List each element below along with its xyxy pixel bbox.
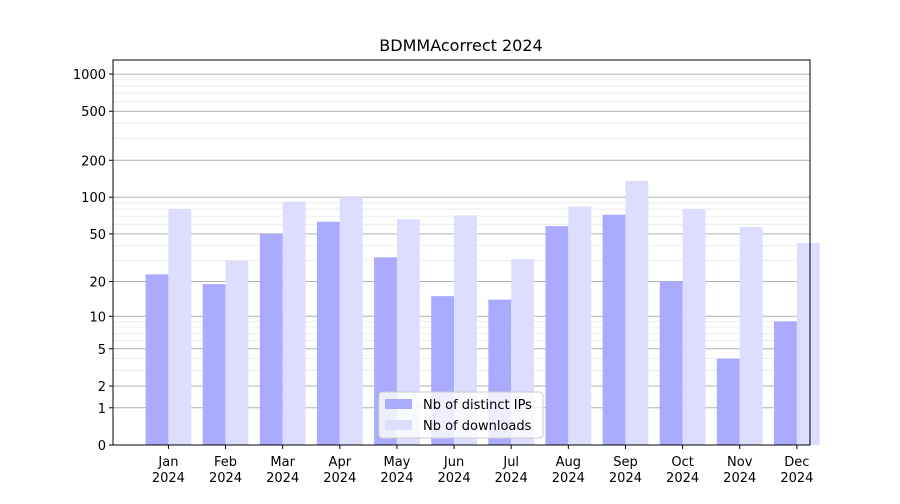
bar-downloads <box>682 209 706 445</box>
y-tick-label: 10 <box>89 310 106 325</box>
bar-downloads <box>625 180 649 445</box>
bar-distinct-ips <box>716 358 740 445</box>
bar-downloads <box>739 226 763 445</box>
x-tick-label: Dec 2024 <box>780 455 813 486</box>
legend-swatch <box>385 399 412 409</box>
x-tick-label: Aug 2024 <box>552 455 585 486</box>
bar-downloads <box>225 260 249 445</box>
x-tick-label: Jun 2024 <box>438 455 471 486</box>
legend-box <box>378 391 544 439</box>
y-tick-label: 50 <box>89 228 106 243</box>
y-tick-label: 1 <box>98 402 106 417</box>
x-tick-label: Oct 2024 <box>666 455 699 486</box>
chart-title: BDMMAcorrect 2024 <box>379 36 542 55</box>
y-tick-label: 1000 <box>73 68 106 83</box>
x-tick-label: Jul 2024 <box>495 455 528 486</box>
legend-label: Nb of downloads <box>423 419 532 434</box>
bar-distinct-ips <box>316 221 340 445</box>
x-tick-label: May 2024 <box>380 455 413 486</box>
bar-downloads <box>396 219 420 445</box>
y-tick-label: 0 <box>98 439 106 454</box>
bar-downloads <box>282 201 306 445</box>
bar-distinct-ips <box>774 321 797 445</box>
legend: Nb of distinct IPs Nb of downloads <box>378 391 544 439</box>
x-tick-label: Mar 2024 <box>266 455 299 486</box>
plot-frame <box>112 59 811 446</box>
bar-downloads <box>339 197 363 445</box>
bar-downloads <box>168 209 192 445</box>
bar-distinct-ips <box>145 274 169 445</box>
y-tick-label: 500 <box>81 105 106 120</box>
bar-downloads <box>796 243 820 445</box>
x-tick-label: Feb 2024 <box>209 455 242 486</box>
x-tick-label: Sep 2024 <box>609 455 642 486</box>
bar-downloads <box>568 206 592 445</box>
y-tick-label: 5 <box>98 343 106 358</box>
legend-swatch <box>385 420 412 430</box>
bar-distinct-ips <box>659 281 683 445</box>
bar-distinct-ips <box>545 226 569 445</box>
bar-distinct-ips <box>202 284 226 445</box>
x-tick-label: Nov 2024 <box>723 455 756 486</box>
y-tick-label: 20 <box>89 276 106 291</box>
y-tick-label: 200 <box>81 154 106 169</box>
y-tick-label: 100 <box>81 191 106 206</box>
bar-downloads <box>454 215 477 445</box>
legend-label: Nb of distinct IPs <box>423 398 532 413</box>
axis-layer: 0 1 2 5 10 20 50 100 200 500 1000 Jan 2024 Feb 2024 Mar… <box>73 68 814 486</box>
x-tick-label: Jan 2024 <box>152 455 185 486</box>
y-tick-label: 2 <box>98 380 106 395</box>
bar-distinct-ips <box>259 233 283 445</box>
bar-distinct-ips <box>602 214 626 445</box>
x-tick-label: Apr 2024 <box>323 455 356 486</box>
